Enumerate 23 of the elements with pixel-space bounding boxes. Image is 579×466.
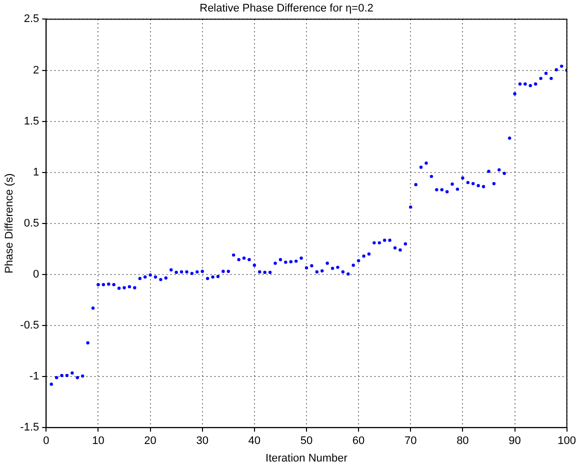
- x-tick-label: 40: [248, 435, 261, 448]
- y-tick-label: 2: [33, 64, 40, 76]
- x-tick-label: 0: [43, 435, 50, 448]
- x-axis-title: Iteration Number: [266, 452, 348, 464]
- x-tick-label: 10: [92, 435, 104, 448]
- y-axis-title: Phase Difference (s): [4, 173, 16, 274]
- y-tick-label: 0: [33, 268, 40, 280]
- y-tick-label: 1: [33, 166, 40, 178]
- x-tick-label: 30: [196, 435, 208, 448]
- x-tick-label: 50: [300, 435, 313, 448]
- y-tick-label: -1.5: [20, 422, 40, 434]
- y-tick-label: 1.5: [24, 115, 40, 128]
- x-tick-label: 100: [558, 435, 576, 448]
- x-tick-label: 90: [508, 435, 521, 448]
- y-tick-label: 2.5: [24, 13, 40, 26]
- x-tick-label: 60: [352, 435, 365, 448]
- y-tick-label: -0.5: [20, 320, 40, 332]
- y-tick-label: 0.5: [24, 217, 40, 230]
- x-tick-label: 80: [456, 435, 469, 448]
- y-tick-label: -1: [29, 370, 40, 383]
- x-tick-label: 70: [404, 435, 417, 448]
- x-tick-label: 20: [144, 435, 156, 448]
- chart-title: Relative Phase Difference for η=0.2: [200, 2, 374, 15]
